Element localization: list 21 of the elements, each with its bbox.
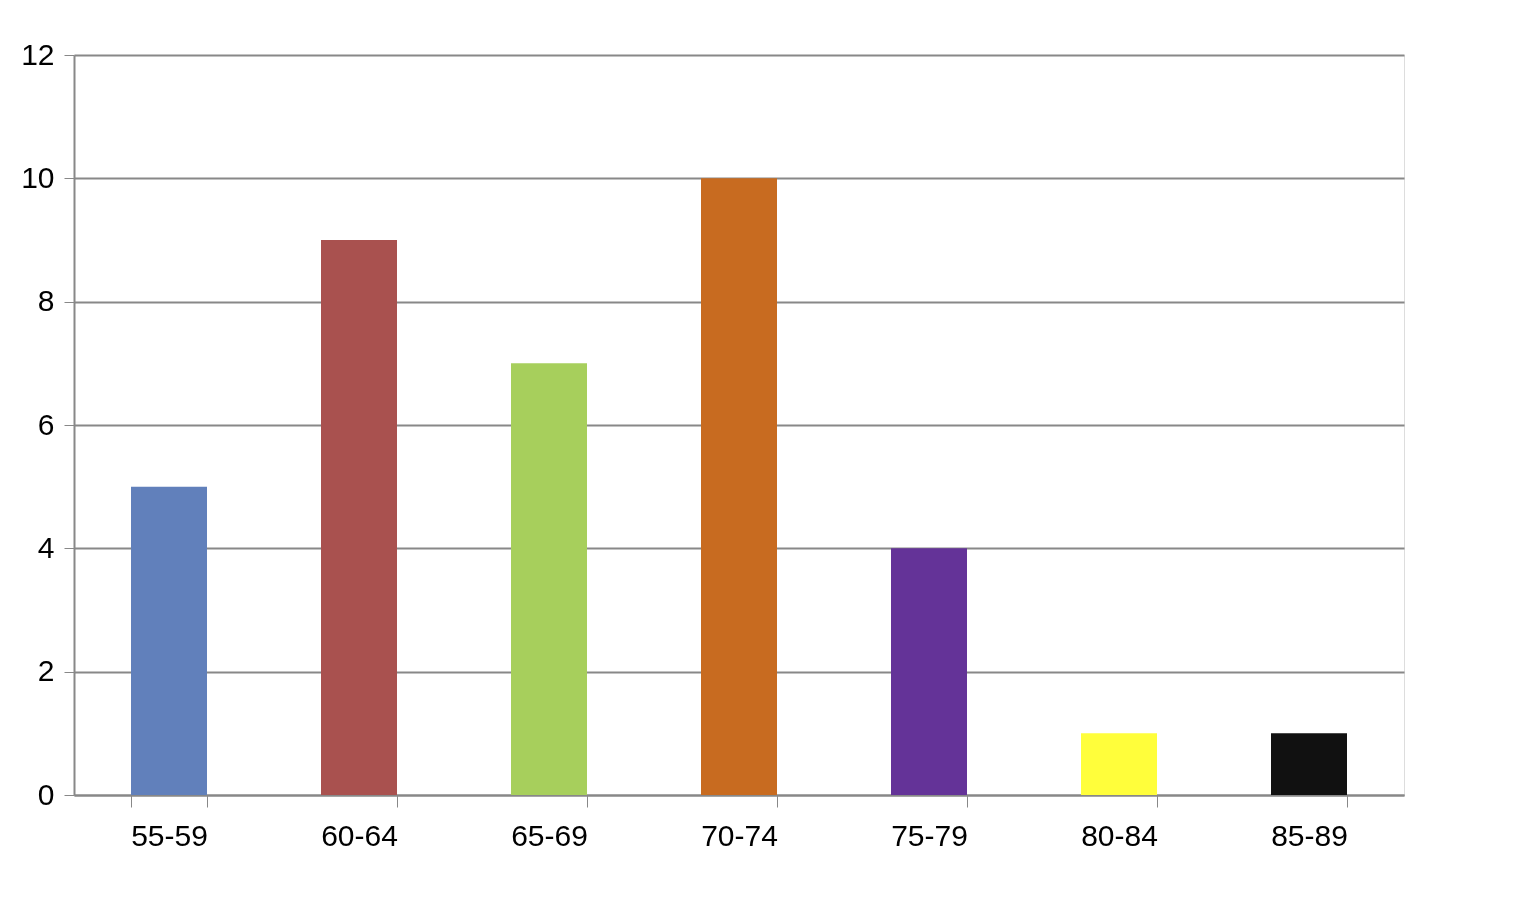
y-tick-label: 12 (21, 37, 55, 71)
x-tick-label: 60-64 (321, 818, 398, 852)
x-tick-label: 75-79 (891, 818, 968, 852)
x-tick-label: 55-59 (131, 818, 208, 852)
y-tick-label: 0 (37, 777, 55, 811)
bar (1271, 733, 1347, 795)
bar (1081, 733, 1157, 795)
bar (131, 486, 207, 795)
y-tick-label: 6 (37, 407, 55, 441)
bar (701, 178, 777, 795)
bar (511, 363, 587, 795)
y-tick-label: 4 (37, 530, 55, 564)
x-tick-label: 80-84 (1081, 818, 1158, 852)
bar (891, 548, 967, 795)
x-tick-label: 85-89 (1271, 818, 1348, 852)
y-tick-label: 2 (37, 654, 55, 688)
x-tick-label: 70-74 (701, 818, 778, 852)
y-tick-label: 8 (37, 284, 55, 318)
bar (321, 240, 397, 795)
y-tick-label: 10 (21, 160, 55, 194)
x-tick-label: 65-69 (511, 818, 588, 852)
